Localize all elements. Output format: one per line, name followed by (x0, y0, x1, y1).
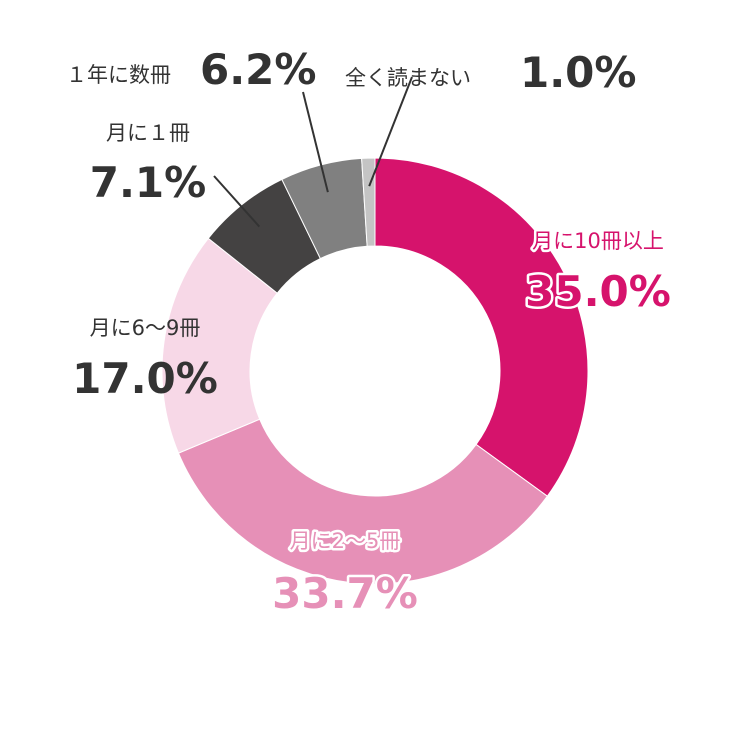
leader-line-monthly-1 (213, 175, 261, 228)
slices-group (161, 157, 589, 585)
slice-label-never: 全く読まない 1.0% (345, 48, 636, 97)
slice-value-monthly-1: 7.1% (90, 158, 206, 207)
slice-value-monthly-6to9: 17.0% (72, 354, 218, 403)
slice-label-yearly-few-name: １年に数冊 (66, 63, 171, 87)
leader-line-never (368, 76, 413, 187)
slice-label-yearly-few: １年に数冊 6.2% (66, 45, 316, 94)
slice-value-monthly-10plus: 35.0% (525, 267, 671, 316)
slice-label-monthly-2to5: 月に2～5冊 (290, 529, 401, 553)
slice-value-never: 1.0% (520, 48, 636, 97)
slice-label-monthly-1: 月に１冊 (106, 121, 190, 145)
slice-label-monthly-6to9: 月に6～9冊 (90, 316, 201, 340)
slice-label-monthly-10plus: 月に10冊以上 (532, 229, 664, 253)
slice-value-yearly-few: 6.2% (200, 45, 316, 94)
leader-line-yearly-few (302, 91, 329, 193)
slice-monthly-2to5 (177, 418, 549, 585)
leader-lines-group (213, 76, 413, 228)
slice-value-monthly-2to5: 33.7% (272, 569, 418, 618)
slice-label-never-name: 全く読まない (345, 66, 471, 90)
slice-monthly-10plus (374, 157, 589, 497)
